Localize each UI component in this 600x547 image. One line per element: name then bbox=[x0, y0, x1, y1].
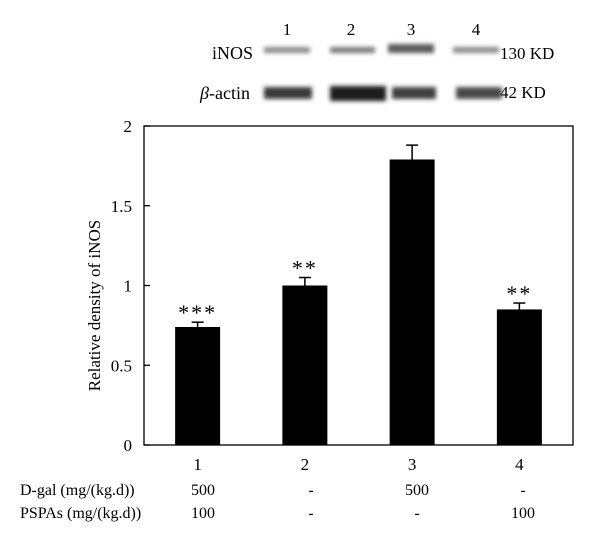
y-axis-label: Relative density of iNOS bbox=[85, 220, 104, 391]
inos-band bbox=[264, 47, 310, 53]
pspas-cell: - bbox=[414, 505, 420, 522]
actin-band bbox=[330, 86, 386, 101]
x-tick-label: 4 bbox=[515, 455, 524, 474]
x-tick-label: 1 bbox=[193, 455, 202, 474]
x-tick-label: 2 bbox=[301, 455, 310, 474]
lane-number: 2 bbox=[346, 20, 356, 39]
bar bbox=[389, 159, 435, 445]
actin-kd-label: 42 KD bbox=[500, 83, 546, 102]
actin-band bbox=[264, 87, 312, 99]
lane-number: 1 bbox=[282, 20, 292, 39]
dgal-cell: 500 bbox=[191, 482, 215, 499]
pspas-cell: 100 bbox=[191, 505, 215, 522]
chart-bars bbox=[175, 144, 542, 445]
bar bbox=[175, 326, 221, 445]
actin-band bbox=[392, 87, 436, 99]
western-blot-panel: 1 2 3 4 iNOS β-actin 130 KD 42 KD bbox=[0, 0, 600, 115]
lane-number: 3 bbox=[406, 20, 416, 39]
y-tick-label: 0 bbox=[124, 436, 133, 455]
inos-band bbox=[453, 47, 499, 53]
x-tick-label: 3 bbox=[408, 455, 417, 474]
y-tick-label: 1.5 bbox=[111, 197, 132, 216]
significance-label: ** bbox=[506, 281, 532, 306]
significance-label: *** bbox=[178, 300, 217, 325]
inos-band-label: iNOS bbox=[212, 43, 254, 63]
pspas-row-label: PSPAs (mg/(kg.d)) bbox=[20, 505, 142, 522]
pspas-cell: - bbox=[308, 505, 314, 522]
y-tick-label: 2 bbox=[124, 117, 133, 136]
chart-labels: 0 0.5 1 1.5 2 Relative density of iNOS 1 *** 2 **… bbox=[85, 117, 532, 474]
actin-band bbox=[456, 87, 502, 99]
dgal-cell: - bbox=[520, 482, 526, 499]
bar bbox=[496, 309, 542, 445]
blot-image bbox=[264, 44, 502, 101]
y-tick-label: 1 bbox=[124, 277, 133, 296]
inos-band bbox=[388, 44, 434, 53]
lane-number: 4 bbox=[471, 20, 481, 39]
dgal-row-label: D-gal (mg/(kg.d)) bbox=[20, 482, 135, 499]
y-tick-label: 0.5 bbox=[111, 356, 132, 375]
inos-kd-label: 130 KD bbox=[500, 44, 555, 63]
pspas-cell: 100 bbox=[511, 505, 535, 522]
dgal-cell: - bbox=[308, 482, 314, 499]
bar bbox=[282, 285, 328, 445]
actin-bands bbox=[264, 86, 502, 101]
significance-label: ** bbox=[292, 256, 318, 281]
inos-band bbox=[330, 47, 375, 53]
inos-bands bbox=[264, 44, 499, 53]
dgal-cell: 500 bbox=[405, 482, 429, 499]
actin-band-label: β-actin bbox=[200, 83, 250, 103]
